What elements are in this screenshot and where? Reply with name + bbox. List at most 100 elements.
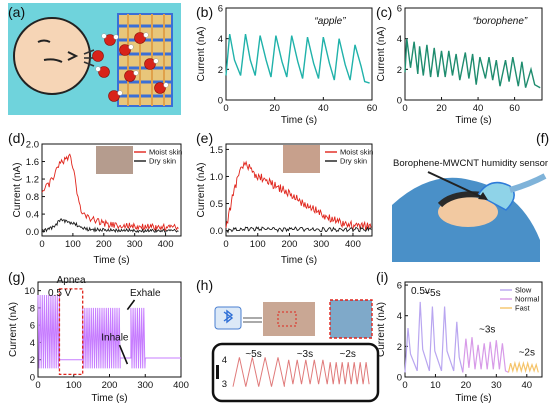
y-tick-label-c: 4 [397, 34, 402, 45]
series-line-g [37, 294, 181, 369]
x-tick-label-g: 0 [35, 380, 40, 391]
oxygen-mask-icon [476, 181, 515, 211]
y-axis-label-c: Current (nA) [376, 26, 387, 81]
x-tick-label-d: 100 [65, 239, 81, 250]
x-tick-label-e: 0 [223, 239, 228, 250]
panel-label-b: (b) [196, 4, 213, 20]
panel-a-illustration [8, 3, 181, 115]
x-tick-label-c: 0 [402, 103, 407, 114]
x-tick-label-d: 400 [158, 239, 174, 250]
y-tick-label-i: 2 [397, 342, 402, 353]
x-tick-label-i: 40 [521, 380, 532, 391]
x-tick-label-d: 300 [127, 239, 143, 250]
y-tick-label-c: 6 [397, 4, 402, 15]
x-tick-label-g: 200 [102, 380, 118, 391]
chart-c: 0 20 40 60 0 2 4 6 Time (s) Current (nA) “borophen… [376, 4, 543, 126]
chart-e: 0 100 200 300 400 0.0 0.5 1.0 1.5 Time (s) Current… [196, 143, 373, 266]
chart-annotation-h: ~3s [297, 349, 313, 360]
x-tick-label-c: 60 [509, 103, 520, 114]
plot-frame-i [404, 281, 543, 378]
legend-label-i: Fast [515, 304, 531, 313]
x-tick-label-d: 0 [39, 239, 44, 250]
x-axis-label-e: Time (s) [281, 255, 317, 266]
x-tick-label-d: 200 [96, 239, 112, 250]
chart-annotation-b: “apple” [314, 16, 346, 27]
chart-d: 0 100 200 300 400 0.0 0.4 0.8 1.2 1.6 2.0 Time (s) C… [12, 140, 182, 267]
series-line-h [232, 357, 370, 387]
panel-label-g: (g) [8, 269, 25, 285]
legend-label-d: Moist skin [149, 148, 182, 157]
plot-frame-b [225, 7, 373, 101]
x-tick-label-i: 0 [402, 380, 407, 391]
apnea-window [58, 288, 84, 376]
chart-i: 0 10 20 30 40 0 2 4 6 Time (s) Current (nA) 0.5v~5s… [376, 281, 543, 404]
y-tick-label-g: 10 [24, 286, 35, 297]
chart-annotation-h: ~5s [245, 349, 261, 360]
panel-label-h: (h) [196, 277, 213, 293]
y-tick-label-d: 0.0 [26, 227, 39, 238]
chart-h: 3 4 ~5s ~3s ~2s [222, 349, 370, 390]
label-normal-period: ~3s [479, 325, 495, 336]
y-axis-label-d: Current (nA) [12, 162, 23, 217]
exhale-arrow [126, 299, 136, 311]
panel-f-annotation: Borophene-MWCNT humidity sensor [393, 158, 548, 169]
plot-frame-e [225, 143, 373, 237]
series-line-i [462, 337, 509, 373]
series-line-d [41, 218, 179, 234]
y-tick-label-b: 4 [218, 34, 223, 45]
x-tick-label-i: 10 [430, 380, 441, 391]
y-tick-label-g: 6 [30, 321, 35, 332]
x-tick-label-i: 30 [491, 380, 502, 391]
y-tick-label-g: 2 [30, 355, 35, 366]
face-icon [13, 17, 91, 95]
x-tick-label-i: 20 [461, 380, 472, 391]
series-line-d [41, 153, 179, 232]
series-line-c [404, 38, 541, 89]
y-axis-label-i: Current (nA) [376, 302, 387, 357]
x-tick-label-g: 400 [173, 380, 189, 391]
x-tick-label-c: 20 [436, 103, 447, 114]
sensor-arrow-icon [427, 171, 487, 200]
series-line-e [225, 160, 372, 231]
label-exhale: Exhale [130, 288, 161, 299]
x-axis-label-g: Time (s) [91, 393, 127, 404]
panel-e-inset-photo [283, 145, 320, 173]
y-tick-label-e: 1.0 [210, 172, 223, 183]
chart-annotation-c: “borophene” [473, 16, 528, 27]
y-tick-label-e: 1.5 [210, 145, 223, 156]
x-tick-label-e: 200 [282, 239, 298, 250]
legend-label-e: Dry skin [340, 157, 367, 166]
y-tick-label-e: 0.0 [210, 226, 223, 237]
y-tick-label-c: 2 [397, 65, 402, 76]
x-tick-label-g: 100 [66, 380, 82, 391]
y-tick-label-g: 4 [30, 338, 35, 349]
y-tick-label-h: 3 [222, 379, 227, 390]
legend-label-d: Dry skin [149, 157, 176, 166]
legend-label-i: Slow [515, 286, 532, 295]
label-slow-period: ~5s [424, 288, 440, 299]
y-tick-label-d: 1.6 [26, 157, 39, 168]
legend-label-e: Moist skin [340, 148, 373, 157]
label-inhale: Inhale [101, 333, 129, 344]
chart-annotation-h: ~2s [340, 349, 356, 360]
y-tick-label-h: 4 [222, 355, 227, 366]
water-molecule-icons [92, 32, 166, 102]
y-tick-label-g: 0 [30, 373, 35, 384]
y-axis-label-e: Current (nA) [196, 162, 207, 217]
chart-annotation-g: 0.5 V [48, 288, 72, 299]
series-line-i [507, 360, 539, 374]
y-tick-label-c: 0 [397, 96, 402, 107]
panel-d-inset-photo [96, 146, 133, 174]
chart-annotation-i: 0.5v [411, 286, 430, 297]
x-tick-label-b: 0 [223, 103, 228, 114]
y-tick-label-d: 0.4 [26, 210, 39, 221]
panel-label-c: (c) [376, 4, 392, 20]
panel-label-d: (d) [8, 130, 25, 146]
chart-b: 0 20 40 60 0 2 4 6 Time (s) Current (nA) “apple” [196, 4, 377, 127]
y-axis-label-b: Current (nA) [196, 26, 207, 81]
panel-label-f: (f) [536, 130, 549, 146]
y-tick-label-b: 2 [218, 65, 223, 76]
mask-tube-icon [509, 173, 547, 193]
label-fast-period: ~2s [519, 348, 535, 359]
y-tick-label-b: 0 [218, 96, 223, 107]
